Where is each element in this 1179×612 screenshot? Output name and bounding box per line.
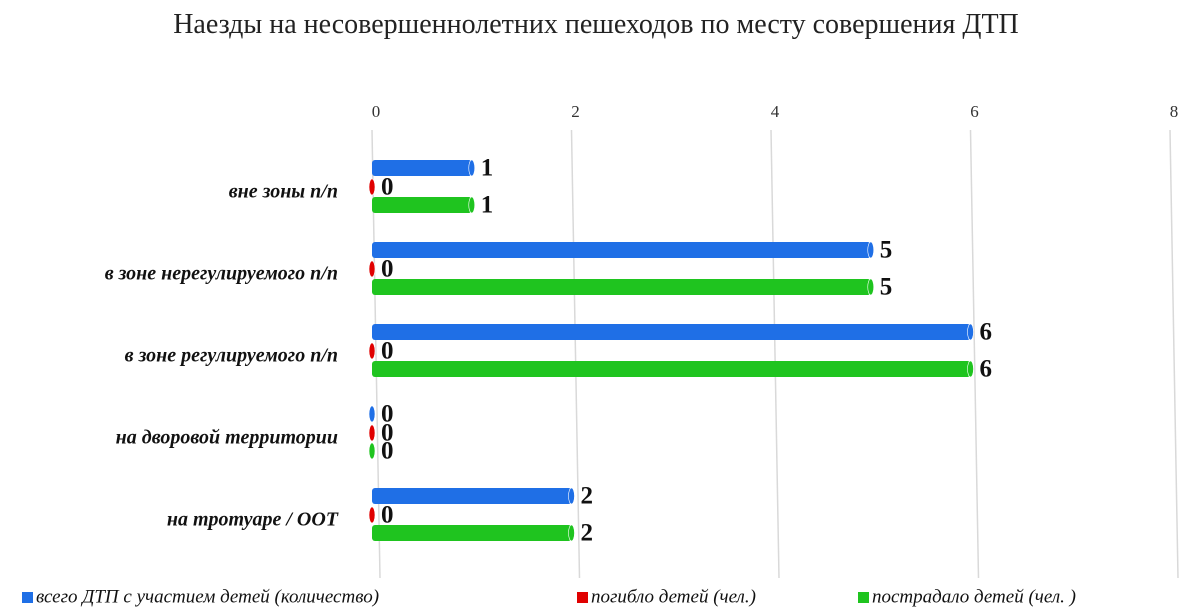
- bar: [368, 178, 376, 196]
- grid-line: [1169, 129, 1179, 579]
- bar-cap: [967, 323, 974, 341]
- grid-line: [770, 129, 780, 579]
- category-label: на тротуаре / ООТ: [167, 509, 339, 531]
- bar-cap: [368, 342, 376, 360]
- bar: [372, 487, 575, 505]
- grid-line: [570, 129, 581, 579]
- data-label: 2: [581, 520, 594, 547]
- data-label: 0: [381, 174, 394, 201]
- data-label: 1: [481, 155, 494, 182]
- data-label: 0: [381, 256, 394, 283]
- bar-cap: [368, 424, 376, 442]
- bar-body: [372, 160, 472, 176]
- bar-body: [372, 242, 871, 258]
- bar: [368, 506, 376, 524]
- bar-cap: [368, 178, 376, 196]
- bar-cap: [368, 442, 376, 460]
- bar: [372, 323, 974, 341]
- bar-cap: [468, 159, 476, 177]
- data-label: 2: [581, 483, 594, 510]
- bar: [368, 405, 376, 423]
- bar-body: [372, 525, 572, 541]
- bar-body: [372, 324, 971, 340]
- data-label: 0: [381, 502, 394, 529]
- data-label: 6: [980, 356, 993, 383]
- legend-label: пострадало детей (чел. ): [872, 586, 1076, 607]
- x-tick-label: 8: [1170, 102, 1179, 121]
- category-label: в зоне регулируемого п/п: [125, 345, 338, 367]
- data-label: 0: [381, 438, 394, 465]
- legend-label: всего ДТП с участием детей (количество): [36, 586, 379, 607]
- legend-label: погибло детей (чел.): [591, 586, 756, 607]
- data-label: 5: [880, 237, 893, 264]
- data-label: 0: [381, 420, 394, 447]
- bar-cap: [368, 260, 376, 278]
- legend-swatch: [22, 592, 33, 603]
- bar-cap: [468, 196, 476, 214]
- bar-cap: [368, 506, 376, 524]
- data-label: 5: [880, 274, 893, 301]
- bar-body: [372, 279, 871, 295]
- x-tick-label: 0: [372, 102, 381, 121]
- category-label: в зоне нерегулируемого п/п: [105, 263, 338, 285]
- bar: [372, 278, 875, 296]
- bar: [368, 424, 376, 442]
- legend-swatch: [858, 592, 869, 603]
- chart-title: Наезды на несовершеннолетних пешеходов п…: [173, 9, 1019, 40]
- bar-body: [372, 197, 472, 213]
- bar: [368, 342, 376, 360]
- bar-cap: [568, 487, 575, 505]
- bar-cap: [867, 241, 875, 259]
- x-tick-label: 6: [970, 102, 979, 121]
- category-label: вне зоны п/п: [229, 181, 338, 203]
- x-tick-label: 4: [771, 102, 780, 121]
- bar-cap: [967, 360, 974, 378]
- bar-body: [372, 361, 971, 377]
- bar: [372, 159, 476, 177]
- data-label: 6: [980, 319, 993, 346]
- bar-cap: [867, 278, 875, 296]
- bar-cap: [368, 405, 376, 423]
- data-label: 0: [381, 338, 394, 365]
- x-tick-label: 2: [571, 102, 580, 121]
- data-label: 1: [481, 192, 494, 219]
- bar: [368, 260, 376, 278]
- grid-line: [969, 129, 980, 579]
- bar-body: [372, 488, 572, 504]
- category-label: на дворовой территории: [116, 427, 338, 449]
- bar-cap: [568, 524, 575, 542]
- data-label: 0: [381, 401, 394, 428]
- legend-swatch: [577, 592, 588, 603]
- bar: [372, 241, 875, 259]
- bar: [368, 442, 376, 460]
- bar: [372, 360, 974, 378]
- bar: [372, 524, 575, 542]
- bar: [372, 196, 476, 214]
